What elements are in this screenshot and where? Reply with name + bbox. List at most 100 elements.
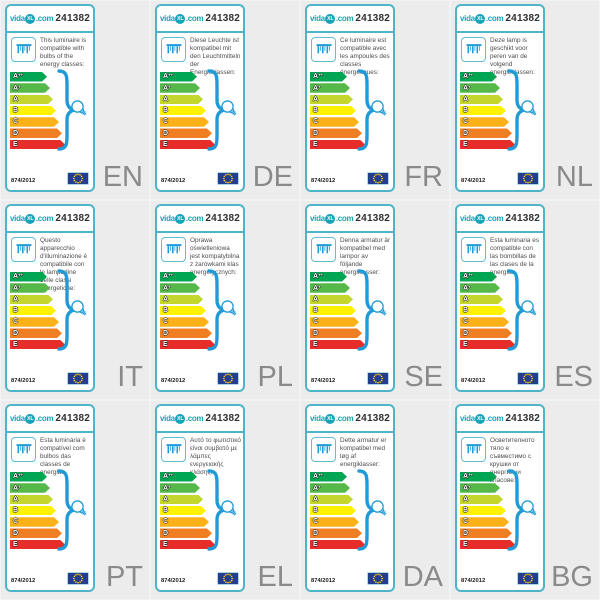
header-divider bbox=[157, 231, 243, 233]
energy-class-arrow-app: A++ bbox=[160, 472, 197, 482]
energy-class-arrow-app: A++ bbox=[310, 472, 347, 482]
regulation-number: 874/2012 bbox=[161, 378, 186, 384]
energy-class-arrow-app: A++ bbox=[460, 72, 497, 82]
energy-class-arrow-a: A bbox=[160, 495, 203, 505]
energy-class-arrow-d: D bbox=[10, 528, 62, 538]
energy-class-arrow-c: C bbox=[310, 517, 359, 527]
language-code: BG bbox=[551, 561, 593, 593]
energy-class-arrow-app: A++ bbox=[10, 272, 47, 282]
energy-class-letter: D bbox=[163, 529, 169, 537]
energy-class-arrow-ap: A+ bbox=[310, 283, 350, 293]
vidaxl-logo: vida XL .com bbox=[10, 13, 54, 24]
energy-class-letter: C bbox=[463, 518, 469, 526]
energy-class-letter: A bbox=[463, 495, 469, 503]
luminaire-icon bbox=[311, 237, 336, 262]
energy-class-arrow-a: A bbox=[10, 495, 53, 505]
card-header: vida XL .com 241382 bbox=[310, 8, 390, 29]
luminaire-icon bbox=[161, 437, 186, 462]
luminaire-glyph-icon bbox=[316, 443, 331, 453]
energy-class-arrows: A++ A+ A B C D E bbox=[160, 472, 215, 551]
energy-label-card: vida XL .com 241382 Αυτό το φωτ bbox=[155, 404, 245, 592]
energy-class-arrows: A++ A+ A B C D E bbox=[460, 472, 515, 551]
luminaire-glyph-icon bbox=[16, 243, 31, 253]
vidaxl-logo: vida XL .com bbox=[160, 213, 204, 224]
energy-class-letter: E bbox=[163, 341, 168, 349]
product-number: 241382 bbox=[505, 13, 540, 24]
energy-class-letter: A+ bbox=[313, 84, 321, 92]
energy-class-letter: C bbox=[313, 118, 319, 126]
energy-class-arrow-e: E bbox=[160, 540, 215, 550]
energy-label-card: vida XL .com 241382 Deze lamp i bbox=[455, 4, 545, 192]
regulation-number: 874/2012 bbox=[161, 578, 186, 584]
description-text: This luminaire is compatible with bulbs … bbox=[40, 37, 87, 68]
energy-class-arrow-c: C bbox=[460, 317, 509, 327]
energy-class-arrow-a: A bbox=[460, 295, 503, 305]
luminaire-glyph-icon bbox=[316, 243, 331, 253]
energy-class-letter: A++ bbox=[313, 472, 323, 481]
luminaire-glyph-icon bbox=[466, 243, 481, 253]
header-divider bbox=[307, 431, 393, 433]
logo-suffix: .com bbox=[335, 214, 354, 223]
energy-class-letter: C bbox=[163, 318, 169, 326]
logo-suffix: .com bbox=[185, 14, 204, 23]
energy-class-arrows: A++ A+ A B C D E bbox=[460, 272, 515, 351]
logo-prefix: vida bbox=[310, 414, 325, 423]
energy-class-letter: C bbox=[463, 118, 469, 126]
energy-class-arrow-a: A bbox=[310, 295, 353, 305]
vidaxl-logo: vida XL .com bbox=[160, 13, 204, 24]
header-divider bbox=[157, 31, 243, 33]
luminaire-icon bbox=[311, 437, 336, 462]
language-code: IT bbox=[117, 361, 143, 393]
description-text: Questo apparecchio d'illuminazione è com… bbox=[40, 237, 88, 292]
energy-class-letter: C bbox=[163, 118, 169, 126]
energy-class-arrows: A++ A+ A B C D E bbox=[10, 272, 65, 351]
product-number: 241382 bbox=[55, 13, 90, 24]
vidaxl-logo: vida XL .com bbox=[160, 413, 204, 424]
energy-class-letter: A++ bbox=[463, 472, 473, 481]
language-code: EL bbox=[257, 561, 293, 593]
energy-class-letter: A bbox=[163, 95, 169, 103]
vidaxl-logo: vida XL .com bbox=[310, 413, 354, 424]
description-text: Esta luminária é compatível com bulbos d… bbox=[40, 437, 86, 476]
luminaire-icon bbox=[161, 37, 186, 62]
logo-prefix: vida bbox=[10, 14, 25, 23]
luminaire-icon bbox=[11, 37, 36, 62]
logo-suffix: .com bbox=[35, 14, 54, 23]
energy-class-letter: D bbox=[313, 529, 319, 537]
energy-class-arrow-e: E bbox=[160, 140, 215, 150]
energy-class-letter: A++ bbox=[313, 272, 323, 281]
energy-class-letter: C bbox=[313, 518, 319, 526]
energy-class-arrow-ap: A+ bbox=[10, 83, 50, 93]
energy-class-arrow-c: C bbox=[310, 317, 359, 327]
logo-xl-circle-icon: XL bbox=[475, 13, 486, 24]
description-text: Αυτό το φωτιστικό είναι συμβατό με λάμπε… bbox=[190, 437, 241, 476]
energy-class-letter: B bbox=[163, 307, 169, 315]
vidaxl-logo: vida XL .com bbox=[460, 213, 504, 224]
card-header: vida XL .com 241382 bbox=[160, 408, 240, 429]
energy-class-arrow-a: A bbox=[460, 495, 503, 505]
energy-class-letter: E bbox=[313, 541, 318, 549]
eu-flag-icon bbox=[217, 172, 239, 190]
header-divider bbox=[457, 231, 543, 233]
card-header: vida XL .com 241382 bbox=[160, 208, 240, 229]
energy-label-cell-es: vida XL .com 241382 Esta lumina bbox=[450, 200, 600, 400]
header-divider bbox=[157, 431, 243, 433]
energy-class-arrow-ap: A+ bbox=[10, 283, 50, 293]
energy-class-letter: B bbox=[13, 307, 19, 315]
energy-class-letter: E bbox=[313, 341, 318, 349]
energy-class-arrow-ap: A+ bbox=[160, 83, 200, 93]
energy-class-letter: A++ bbox=[463, 72, 473, 81]
energy-class-letter: A++ bbox=[13, 72, 23, 81]
logo-xl-circle-icon: XL bbox=[475, 413, 486, 424]
energy-label-cell-da: vida XL .com 241382 Dette armat bbox=[300, 400, 450, 600]
energy-class-arrow-ap: A+ bbox=[460, 83, 500, 93]
energy-class-letter: E bbox=[313, 141, 318, 149]
energy-class-arrows: A++ A+ A B C D E bbox=[310, 72, 365, 151]
logo-xl-circle-icon: XL bbox=[175, 13, 186, 24]
energy-class-letter: B bbox=[163, 507, 169, 515]
logo-xl-circle-icon: XL bbox=[175, 213, 186, 224]
product-number: 241382 bbox=[205, 213, 240, 224]
energy-class-arrow-b: B bbox=[310, 106, 356, 116]
product-number: 241382 bbox=[205, 13, 240, 24]
logo-xl-circle-icon: XL bbox=[475, 213, 486, 224]
